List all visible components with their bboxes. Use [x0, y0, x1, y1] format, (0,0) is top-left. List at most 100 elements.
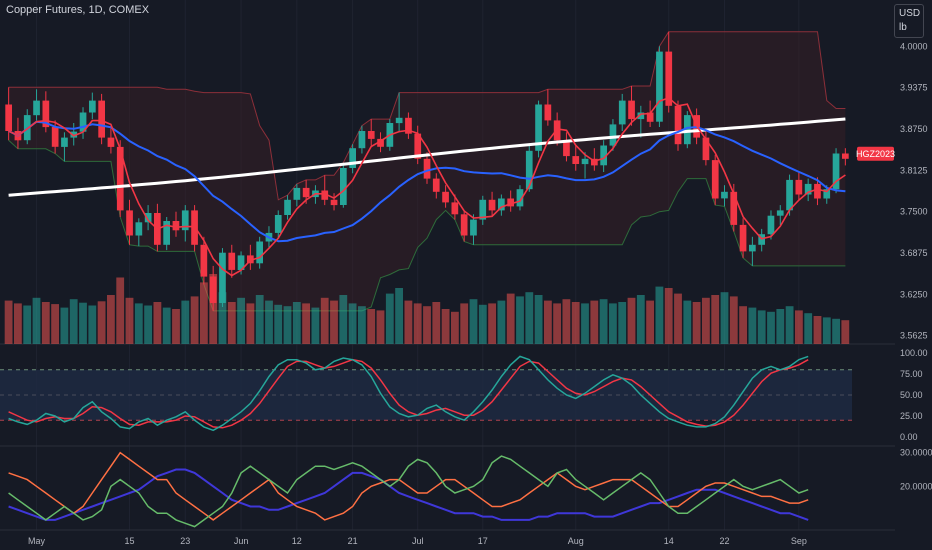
- volume-bar: [385, 293, 394, 344]
- time-tick-label: Jun: [234, 536, 249, 546]
- volume-bar: [832, 318, 840, 344]
- volume-bar: [804, 313, 813, 344]
- price-tag-box: [857, 146, 894, 161]
- volume-bar: [4, 300, 13, 344]
- candle-body: [358, 131, 366, 149]
- volume-bar: [478, 304, 487, 344]
- candle-body: [795, 179, 803, 195]
- volume-bar: [32, 297, 41, 344]
- volume-bar: [516, 296, 524, 344]
- volume-bar: [711, 295, 720, 344]
- candle-body: [721, 191, 728, 199]
- candle-body: [89, 100, 96, 113]
- stoch-d-line: [8, 358, 809, 429]
- volume-bar: [432, 302, 441, 344]
- candle-body: [256, 241, 263, 264]
- candle-body: [98, 100, 105, 138]
- candle-body: [274, 215, 282, 233]
- candle-body: [405, 117, 412, 134]
- price-tick-label: 3.9375: [900, 83, 928, 93]
- symbol-title[interactable]: Copper Futures, 1D, COMEX: [6, 4, 150, 16]
- volume-bar: [702, 297, 710, 344]
- volume-bar: [813, 316, 822, 344]
- volume-bar: [636, 295, 645, 344]
- volume-bar: [822, 317, 831, 344]
- candle-body: [116, 146, 124, 211]
- candle-body: [219, 252, 226, 303]
- time-tick-label: 17: [478, 536, 488, 546]
- volume-bar: [664, 288, 673, 344]
- dmi-tick-label: 30.0000: [900, 448, 932, 458]
- candle-body: [163, 221, 170, 245]
- price-tick-label: 3.8125: [900, 165, 928, 175]
- candle-body: [646, 112, 654, 122]
- candle-body: [470, 219, 477, 236]
- candle-body: [70, 131, 78, 138]
- volume-bar: [460, 303, 469, 344]
- moving-averages: [8, 96, 846, 277]
- time-tick-label: Aug: [568, 536, 584, 546]
- volume-bar: [134, 303, 143, 344]
- candle-body: [432, 178, 440, 192]
- volume-bar: [423, 306, 431, 344]
- volume-bar: [785, 306, 794, 344]
- candle-body: [330, 199, 338, 206]
- volume-bar: [283, 306, 292, 344]
- candle-body: [786, 179, 793, 211]
- volume-bar: [125, 297, 134, 344]
- volume-bar: [51, 304, 59, 344]
- candle-body: [237, 255, 245, 270]
- candle-body: [749, 244, 756, 252]
- candle-body: [804, 183, 812, 195]
- time-tick-label: 21: [348, 536, 358, 546]
- volume-bar: [413, 303, 422, 344]
- time-tick-label: 12: [292, 536, 302, 546]
- candle-body: [395, 117, 403, 124]
- candle-body: [479, 199, 487, 220]
- candle-body: [321, 190, 329, 200]
- candle-body: [739, 224, 747, 252]
- candle-body: [460, 214, 468, 236]
- time-tick-label: Jul: [412, 536, 424, 546]
- volume-bar: [79, 302, 87, 344]
- volume-bar: [190, 296, 199, 344]
- volume-bar: [795, 310, 803, 344]
- volume-bar: [330, 300, 338, 344]
- candle-body: [181, 210, 189, 231]
- volume-bar: [311, 307, 320, 344]
- candle-body: [293, 187, 301, 200]
- price-tag-label: HGZ2023: [856, 149, 895, 159]
- candle-body: [451, 202, 459, 215]
- volume-bar: [488, 303, 496, 344]
- volume-bar: [274, 304, 283, 344]
- volume-bar: [107, 295, 115, 344]
- currency-unit-button[interactable]: USD lb: [894, 4, 924, 38]
- volume-bar: [339, 295, 348, 344]
- volume-bar: [358, 306, 366, 344]
- price-tick-label: 3.6250: [900, 289, 928, 299]
- stoch-tick-label: 25.00: [900, 411, 923, 421]
- candle-body: [525, 150, 533, 190]
- dmi-panel: [8, 451, 809, 528]
- volume-bar: [544, 300, 552, 344]
- volume-bar: [655, 286, 664, 344]
- candle-body: [107, 137, 115, 147]
- plus-di-line: [8, 455, 809, 528]
- candle-body: [349, 148, 356, 168]
- candle-body: [507, 198, 514, 207]
- volume-bar: [553, 303, 561, 344]
- candle-body: [51, 127, 59, 147]
- volume-bar: [469, 299, 478, 344]
- volume-bar: [776, 309, 785, 344]
- candle-body: [832, 153, 840, 190]
- time-tick-label: May: [28, 536, 46, 546]
- candle-body: [544, 104, 552, 121]
- volume-bar: [618, 302, 627, 344]
- volume-bar: [525, 292, 534, 344]
- volume-bar: [395, 288, 403, 344]
- candle-body: [340, 168, 347, 205]
- volume-bar: [627, 297, 636, 344]
- volume-bar: [255, 295, 264, 344]
- volume-bar: [720, 292, 729, 344]
